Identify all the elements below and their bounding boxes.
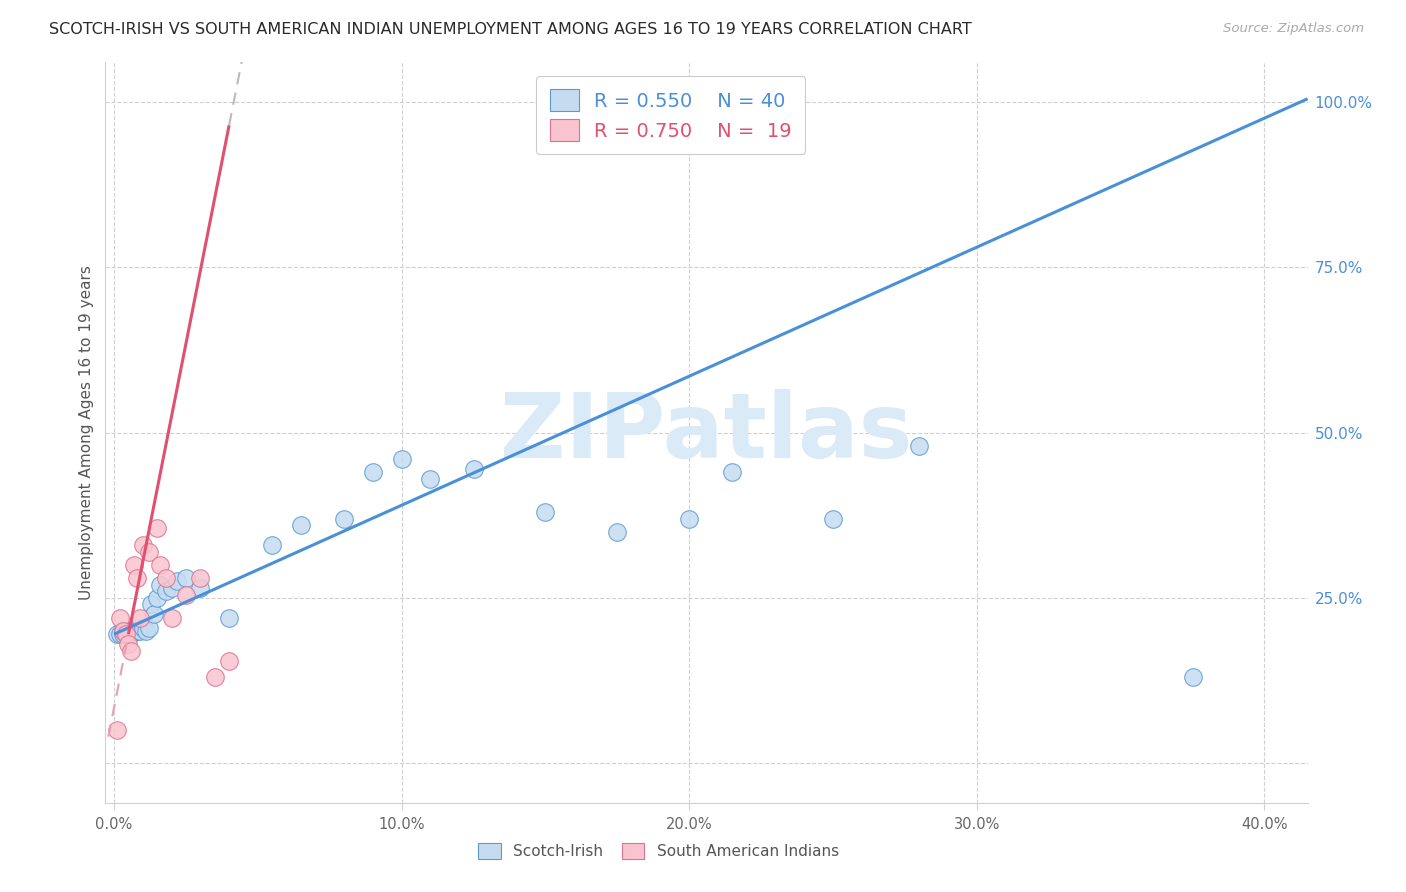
Point bbox=[105, 723, 128, 737]
Point bbox=[105, 627, 128, 641]
Legend: Scotch-Irish, South American Indians: Scotch-Irish, South American Indians bbox=[472, 837, 845, 865]
Point bbox=[146, 521, 169, 535]
Point bbox=[122, 558, 145, 572]
Point bbox=[129, 624, 152, 638]
Y-axis label: Unemployment Among Ages 16 to 19 years: Unemployment Among Ages 16 to 19 years bbox=[79, 265, 94, 600]
Point bbox=[120, 627, 142, 641]
Point bbox=[160, 581, 183, 595]
Point bbox=[174, 571, 197, 585]
Point bbox=[149, 577, 172, 591]
Point bbox=[361, 465, 384, 479]
Point bbox=[290, 518, 312, 533]
Point bbox=[262, 538, 284, 552]
Point bbox=[908, 439, 931, 453]
Point bbox=[135, 624, 157, 638]
Point bbox=[114, 627, 136, 641]
Point bbox=[419, 472, 441, 486]
Point bbox=[534, 505, 557, 519]
Point bbox=[218, 611, 240, 625]
Point bbox=[117, 624, 139, 638]
Point bbox=[606, 524, 628, 539]
Point bbox=[111, 627, 134, 641]
Point bbox=[463, 462, 485, 476]
Point bbox=[188, 571, 212, 585]
Point bbox=[127, 624, 149, 638]
Point bbox=[166, 574, 188, 589]
Point bbox=[132, 621, 155, 635]
Point bbox=[1181, 670, 1204, 684]
Point bbox=[111, 624, 134, 638]
Point bbox=[204, 670, 226, 684]
Point bbox=[174, 588, 197, 602]
Point bbox=[120, 644, 142, 658]
Point bbox=[111, 624, 134, 638]
Point bbox=[114, 627, 136, 641]
Point bbox=[117, 627, 139, 641]
Point bbox=[141, 598, 163, 612]
Point bbox=[114, 624, 136, 638]
Point bbox=[721, 465, 744, 479]
Point bbox=[391, 452, 413, 467]
Point bbox=[155, 584, 177, 599]
Text: ZIPatlas: ZIPatlas bbox=[501, 389, 912, 476]
Point bbox=[149, 558, 172, 572]
Point bbox=[821, 511, 844, 525]
Point bbox=[188, 581, 212, 595]
Point bbox=[138, 621, 160, 635]
Point bbox=[138, 544, 160, 558]
Point bbox=[117, 637, 139, 651]
Text: SCOTCH-IRISH VS SOUTH AMERICAN INDIAN UNEMPLOYMENT AMONG AGES 16 TO 19 YEARS COR: SCOTCH-IRISH VS SOUTH AMERICAN INDIAN UN… bbox=[49, 22, 972, 37]
Point bbox=[120, 624, 142, 638]
Point bbox=[108, 627, 131, 641]
Point bbox=[108, 611, 131, 625]
Point bbox=[155, 571, 177, 585]
Text: Source: ZipAtlas.com: Source: ZipAtlas.com bbox=[1223, 22, 1364, 36]
Point bbox=[143, 607, 166, 622]
Point bbox=[218, 654, 240, 668]
Point bbox=[132, 538, 155, 552]
Point bbox=[129, 611, 152, 625]
Point bbox=[122, 624, 145, 638]
Point bbox=[127, 571, 149, 585]
Point bbox=[333, 511, 356, 525]
Point bbox=[146, 591, 169, 605]
Point bbox=[678, 511, 700, 525]
Point bbox=[160, 611, 183, 625]
